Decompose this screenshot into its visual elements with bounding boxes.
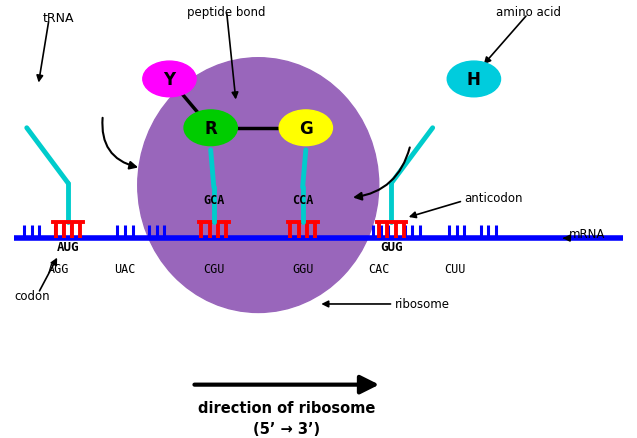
Circle shape — [279, 111, 333, 146]
Text: GUG: GUG — [380, 241, 403, 254]
Text: R: R — [204, 120, 217, 138]
Circle shape — [184, 111, 238, 146]
Text: GCA: GCA — [203, 194, 224, 207]
Text: CCA: CCA — [292, 194, 313, 207]
Text: codon: codon — [14, 290, 50, 302]
Text: CUU: CUU — [444, 262, 466, 275]
Text: H: H — [467, 71, 481, 89]
Text: AUG: AUG — [57, 241, 79, 254]
Text: GGU: GGU — [292, 262, 313, 275]
Text: direction of ribosome: direction of ribosome — [198, 399, 375, 415]
Text: (5’ → 3’): (5’ → 3’) — [254, 421, 320, 436]
Text: ribosome: ribosome — [394, 298, 450, 311]
Text: tRNA: tRNA — [43, 12, 74, 25]
Circle shape — [447, 62, 501, 98]
Text: CAC: CAC — [368, 262, 389, 275]
Text: amino acid: amino acid — [496, 6, 561, 18]
Text: mRNA: mRNA — [569, 228, 605, 241]
Text: CGU: CGU — [203, 262, 224, 275]
Text: peptide bond: peptide bond — [187, 6, 266, 18]
Text: Y: Y — [164, 71, 176, 89]
Text: AGG: AGG — [48, 262, 69, 275]
Circle shape — [143, 62, 196, 98]
Text: UAC: UAC — [115, 262, 136, 275]
Text: anticodon: anticodon — [464, 192, 523, 205]
Text: G: G — [299, 120, 313, 138]
Ellipse shape — [138, 59, 379, 313]
